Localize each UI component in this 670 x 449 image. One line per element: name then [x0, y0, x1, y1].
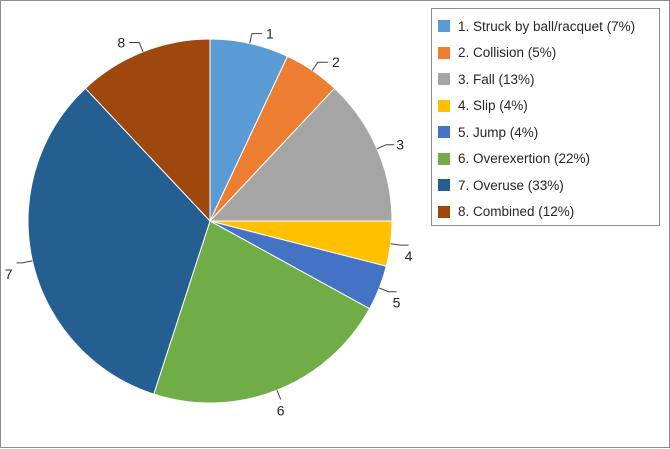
legend-item-8: 8. Combined (12%)	[432, 199, 659, 226]
legend-swatch-5	[438, 126, 450, 139]
callout-line-4	[390, 243, 409, 246]
legend-item-4: 4. Slip (4%)	[432, 93, 659, 120]
callout-line-1	[249, 33, 262, 44]
legend-swatch-6	[438, 152, 450, 165]
legend-swatch-4	[438, 99, 450, 112]
callout-line-8	[129, 42, 144, 52]
callout-label-1: 1	[266, 26, 274, 42]
callout-label-4: 4	[405, 248, 413, 264]
legend-label-7: 7. Overuse (33%)	[458, 177, 564, 193]
legend-item-6: 6. Overexertion (22%)	[432, 146, 659, 173]
legend-label-1: 1. Struck by ball/racquet (7%)	[458, 18, 636, 34]
callout-line-5	[379, 287, 397, 293]
callout-label-3: 3	[396, 137, 404, 153]
callout-line-3	[376, 144, 395, 150]
legend-item-1: 1. Struck by ball/racquet (7%)	[432, 13, 659, 40]
legend-label-5: 5. Jump (4%)	[458, 124, 539, 140]
legend-swatch-8	[438, 205, 450, 218]
callout-label-5: 5	[393, 295, 401, 311]
legend-label-8: 8. Combined (12%)	[458, 204, 575, 220]
legend-swatch-2	[438, 46, 450, 59]
callout-label-2: 2	[332, 54, 340, 70]
legend-label-2: 2. Collision (5%)	[458, 45, 557, 61]
legend-label-3: 3. Fall (13%)	[458, 71, 535, 87]
callout-line-7	[16, 260, 33, 264]
callout-line-2	[311, 61, 328, 71]
pie-callouts: 1 2 3 4 5 6 7 8	[5, 26, 413, 419]
legend-item-5: 5. Jump (4%)	[432, 119, 659, 146]
legend-swatch-1	[438, 20, 450, 33]
legend-item-7: 7. Overuse (33%)	[432, 172, 659, 199]
legend-swatch-3	[438, 73, 450, 86]
legend-label-6: 6. Overexertion (22%)	[458, 151, 591, 167]
legend-label-4: 4. Slip (4%)	[458, 98, 528, 114]
legend-item-2: 2. Collision (5%)	[432, 40, 659, 67]
legend-item-3: 3. Fall (13%)	[432, 66, 659, 93]
chart-legend: 1. Struck by ball/racquet (7%) 2. Collisi…	[431, 8, 660, 226]
callout-label-6: 6	[277, 403, 285, 419]
callout-label-7: 7	[5, 266, 13, 282]
legend-swatch-7	[438, 179, 450, 192]
pie-slice-8	[84, 38, 211, 223]
callout-line-6	[276, 390, 282, 400]
pie-slice-6	[153, 220, 371, 404]
pie-slices	[27, 38, 393, 404]
callout-label-8: 8	[117, 35, 125, 51]
